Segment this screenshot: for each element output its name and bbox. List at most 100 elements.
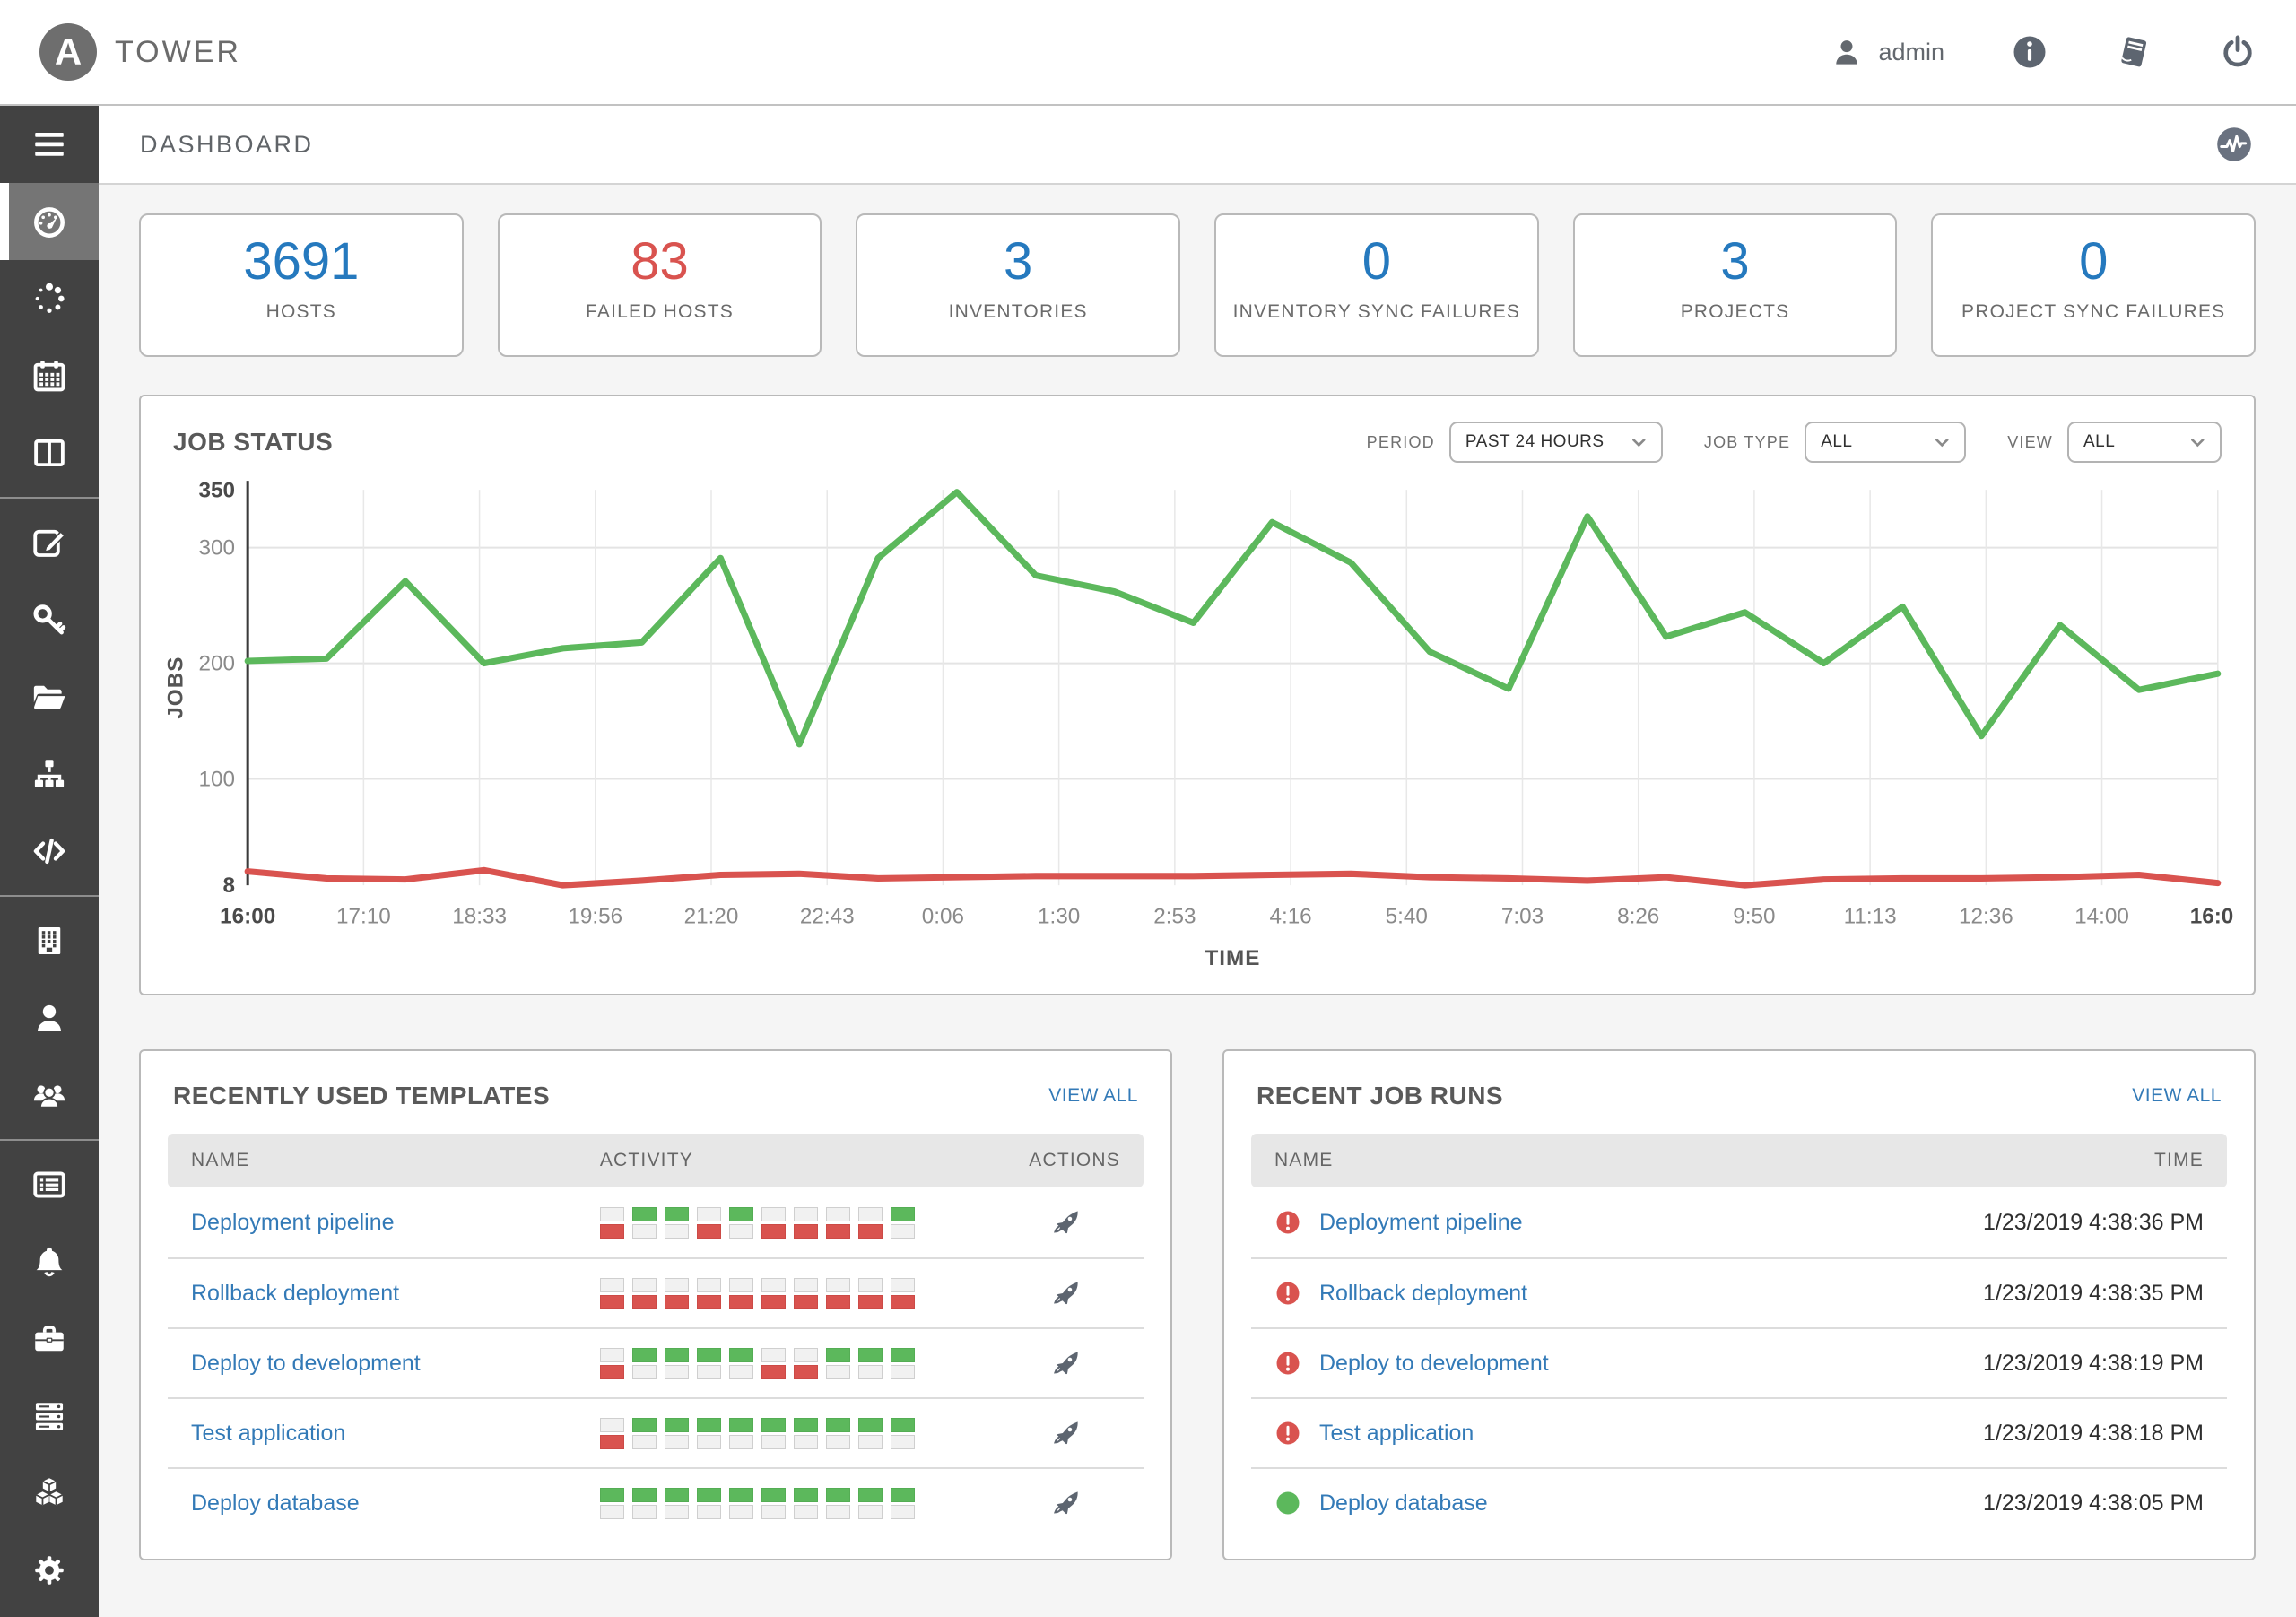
activity-failed-cell[interactable]: [696, 1277, 721, 1309]
sidebar-item-templates[interactable]: [0, 504, 99, 581]
job-run-name-link[interactable]: Rollback deployment: [1319, 1280, 1528, 1306]
activity-failed-cell[interactable]: [825, 1277, 850, 1309]
docs-button[interactable]: [2115, 33, 2152, 71]
activity-success-cell[interactable]: [664, 1487, 689, 1519]
period-select[interactable]: PAST 24 HOURS: [1448, 422, 1663, 463]
job-type-select[interactable]: ALL: [1805, 422, 1967, 463]
activity-success-cell[interactable]: [793, 1487, 818, 1519]
activity-success-cell[interactable]: [631, 1206, 657, 1239]
sidebar-item-teams[interactable]: [0, 1056, 99, 1134]
stat-card-project-sync-failures[interactable]: 0 PROJECT SYNC FAILURES: [1931, 213, 2257, 357]
activity-failed-cell[interactable]: [599, 1277, 624, 1309]
activity-failed-cell[interactable]: [857, 1277, 883, 1309]
activity-failed-cell[interactable]: [761, 1277, 786, 1309]
activity-failed-cell[interactable]: [599, 1417, 624, 1449]
activity-success-cell[interactable]: [890, 1206, 915, 1239]
activity-success-cell[interactable]: [728, 1206, 753, 1239]
activity-success-cell[interactable]: [728, 1417, 753, 1449]
stat-card-hosts[interactable]: 3691 HOSTS: [139, 213, 464, 357]
activity-failed-cell[interactable]: [857, 1206, 883, 1239]
activity-success-cell[interactable]: [696, 1487, 721, 1519]
activity-success-cell[interactable]: [890, 1417, 915, 1449]
sidebar-item-jobs[interactable]: [0, 260, 99, 337]
sidebar-item-organizations[interactable]: [0, 902, 99, 979]
activity-success-cell[interactable]: [890, 1487, 915, 1519]
activity-failed-cell[interactable]: [761, 1347, 786, 1379]
activity-success-cell[interactable]: [631, 1487, 657, 1519]
template-name-link[interactable]: Deploy to development: [191, 1350, 421, 1376]
activity-success-cell[interactable]: [793, 1417, 818, 1449]
launch-template-button[interactable]: [1051, 1488, 1082, 1518]
activity-failed-cell[interactable]: [599, 1347, 624, 1379]
sidebar-item-portal-mode[interactable]: [0, 414, 99, 491]
launch-template-button[interactable]: [1051, 1278, 1082, 1308]
job-run-name-link[interactable]: Deploy to development: [1319, 1350, 1549, 1376]
sidebar-item-notifications[interactable]: [0, 1223, 99, 1300]
activity-failed-cell[interactable]: [761, 1206, 786, 1239]
template-name-link[interactable]: Deploy database: [191, 1490, 360, 1516]
sidebar-item-projects[interactable]: [0, 658, 99, 735]
activity-success-cell[interactable]: [857, 1347, 883, 1379]
activity-success-cell[interactable]: [664, 1417, 689, 1449]
launch-template-button[interactable]: [1051, 1348, 1082, 1378]
current-user-menu[interactable]: admin: [1830, 35, 1944, 69]
activity-failed-cell[interactable]: [793, 1206, 818, 1239]
power-button[interactable]: [2219, 33, 2257, 71]
activity-failed-cell[interactable]: [728, 1277, 753, 1309]
activity-failed-cell[interactable]: [631, 1277, 657, 1309]
sidebar-item-credential-types[interactable]: [0, 1146, 99, 1223]
sidebar-item-inventories[interactable]: [0, 735, 99, 813]
activity-success-cell[interactable]: [825, 1417, 850, 1449]
activity-stream-button[interactable]: [2213, 124, 2255, 165]
stat-card-failed-hosts[interactable]: 83 FAILED HOSTS: [497, 213, 822, 357]
template-name-link[interactable]: Rollback deployment: [191, 1280, 400, 1306]
activity-success-cell[interactable]: [599, 1487, 624, 1519]
activity-success-cell[interactable]: [696, 1347, 721, 1379]
activity-failed-cell[interactable]: [664, 1277, 689, 1309]
job-run-name-link[interactable]: Test application: [1319, 1420, 1474, 1446]
templates-view-all-link[interactable]: VIEW ALL: [1048, 1085, 1138, 1107]
template-name-link[interactable]: Deployment pipeline: [191, 1209, 395, 1235]
activity-success-cell[interactable]: [761, 1417, 786, 1449]
activity-failed-cell[interactable]: [599, 1206, 624, 1239]
activity-success-cell[interactable]: [696, 1417, 721, 1449]
tower-logo[interactable]: A TOWER: [39, 23, 241, 81]
sidebar-item-instance-groups[interactable]: [0, 1378, 99, 1455]
activity-success-cell[interactable]: [728, 1487, 753, 1519]
activity-success-cell[interactable]: [825, 1487, 850, 1519]
sidebar-item-users[interactable]: [0, 979, 99, 1056]
activity-success-cell[interactable]: [857, 1487, 883, 1519]
sidebar-item-management-jobs[interactable]: [0, 1300, 99, 1378]
activity-success-cell[interactable]: [761, 1487, 786, 1519]
job-run-name-link[interactable]: Deployment pipeline: [1319, 1209, 1523, 1235]
sidebar-item-inventory-scripts[interactable]: [0, 813, 99, 890]
activity-success-cell[interactable]: [857, 1417, 883, 1449]
sidebar-item-menu[interactable]: [0, 106, 99, 183]
activity-failed-cell[interactable]: [825, 1206, 850, 1239]
activity-failed-cell[interactable]: [696, 1206, 721, 1239]
launch-template-button[interactable]: [1051, 1207, 1082, 1238]
sidebar-item-credentials[interactable]: [0, 581, 99, 658]
stat-card-inventories[interactable]: 3 INVENTORIES: [856, 213, 1181, 357]
template-name-link[interactable]: Test application: [191, 1420, 346, 1446]
sidebar-item-applications[interactable]: [0, 1455, 99, 1532]
activity-success-cell[interactable]: [825, 1347, 850, 1379]
runs-view-all-link[interactable]: VIEW ALL: [2132, 1085, 2222, 1107]
launch-template-button[interactable]: [1051, 1418, 1082, 1448]
activity-failed-cell[interactable]: [793, 1277, 818, 1309]
activity-failed-cell[interactable]: [890, 1277, 915, 1309]
activity-success-cell[interactable]: [664, 1347, 689, 1379]
job-run-name-link[interactable]: Deploy database: [1319, 1490, 1488, 1516]
activity-success-cell[interactable]: [664, 1206, 689, 1239]
view-select[interactable]: ALL: [2067, 422, 2222, 463]
activity-success-cell[interactable]: [631, 1347, 657, 1379]
info-button[interactable]: [2011, 33, 2048, 71]
activity-success-cell[interactable]: [890, 1347, 915, 1379]
stat-card-inventory-sync-failures[interactable]: 0 INVENTORY SYNC FAILURES: [1214, 213, 1539, 357]
sidebar-item-dashboard[interactable]: [0, 183, 99, 260]
stat-card-projects[interactable]: 3 PROJECTS: [1572, 213, 1898, 357]
activity-failed-cell[interactable]: [793, 1347, 818, 1379]
activity-success-cell[interactable]: [728, 1347, 753, 1379]
sidebar-item-settings[interactable]: [0, 1532, 99, 1609]
activity-success-cell[interactable]: [631, 1417, 657, 1449]
